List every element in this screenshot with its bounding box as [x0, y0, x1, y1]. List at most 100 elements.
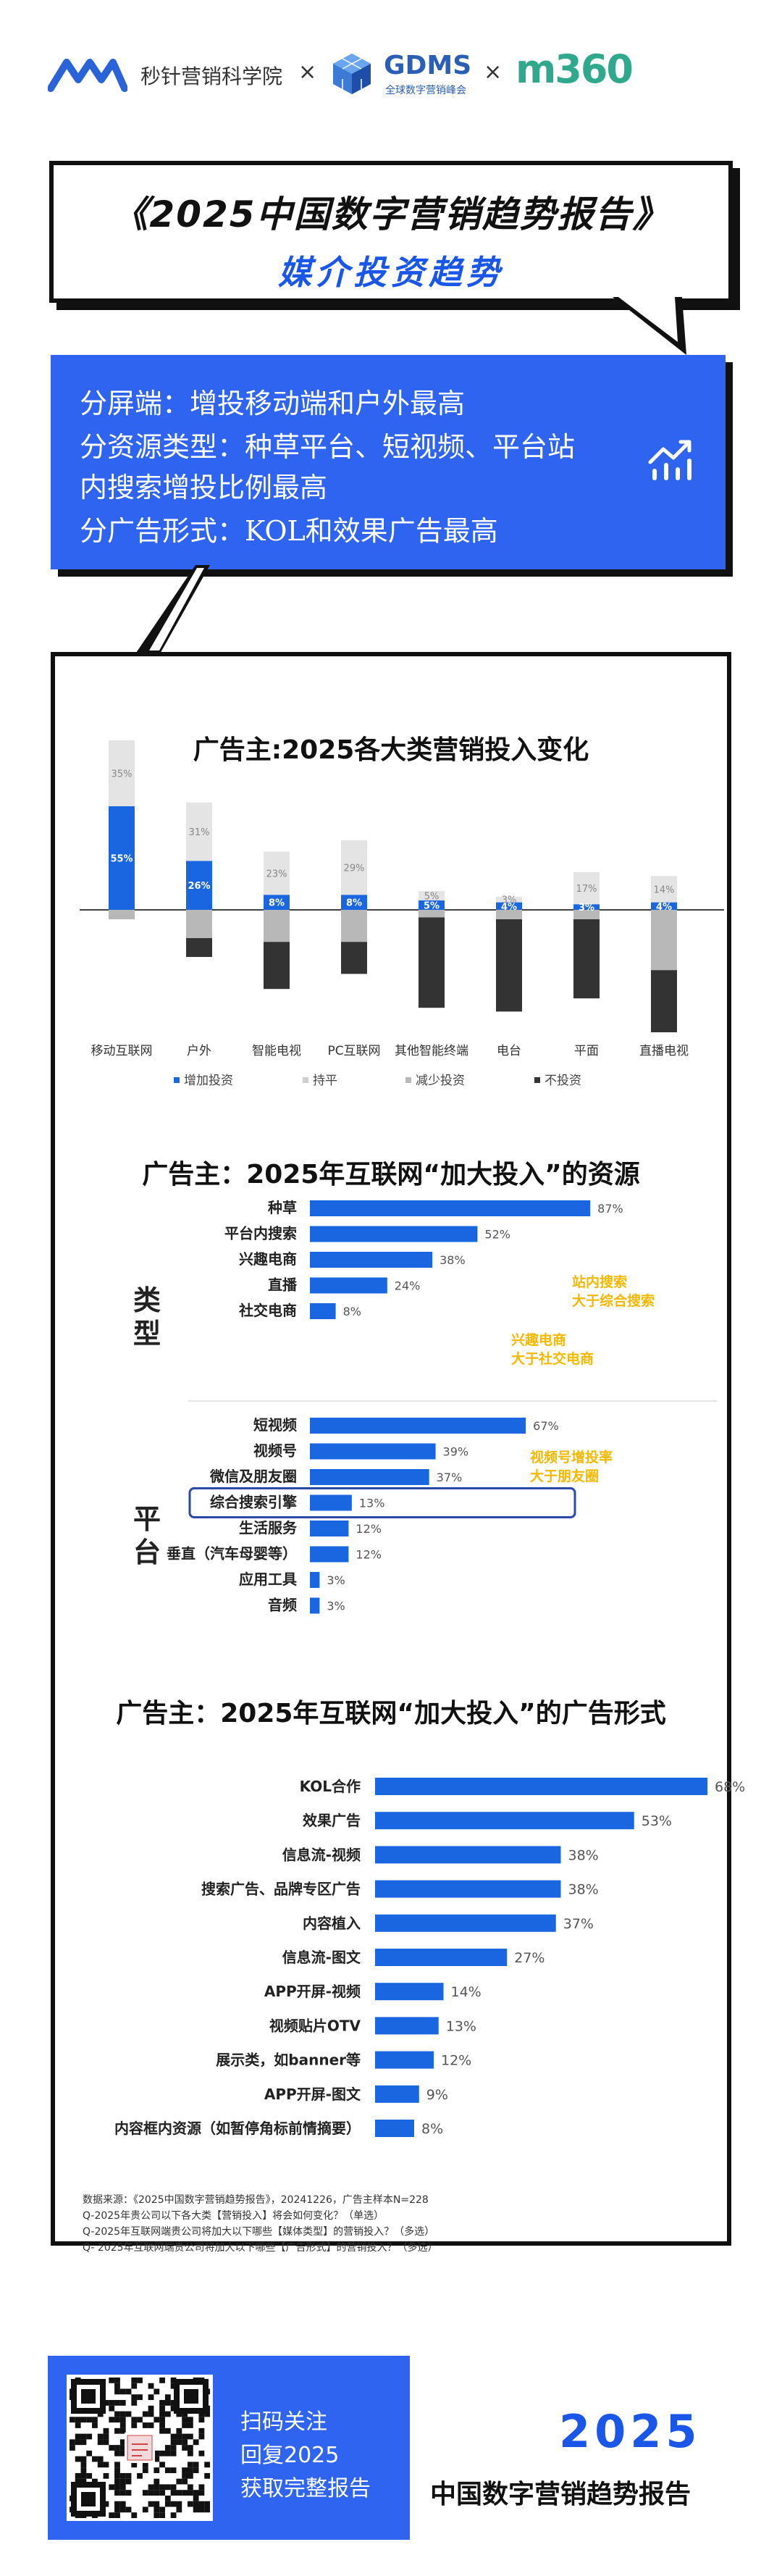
- qr-cell: [159, 2450, 165, 2456]
- qr-cell: [170, 2501, 177, 2507]
- res-value-0-4: 8%: [343, 1305, 361, 1318]
- ad-value-8: 12%: [441, 2053, 471, 2069]
- res-bar-0-3: [310, 1277, 387, 1294]
- qr-cell: [176, 2439, 182, 2446]
- qr-cell: [114, 2501, 120, 2507]
- qr-cell: [109, 2484, 115, 2491]
- res-value-0-1: 52%: [484, 1228, 510, 1242]
- qr-cell: [114, 2378, 120, 2383]
- bar-none-1: [186, 938, 212, 957]
- ad-label-8: 展示类，如banner等: [216, 2052, 361, 2069]
- qr-cell: [176, 2490, 182, 2496]
- page-title: 《2025中国数字营销趋势报告》: [112, 193, 670, 235]
- label-increase-1: 26%: [188, 881, 210, 892]
- qr-cell: [97, 2462, 104, 2468]
- qr-cell: [103, 2439, 109, 2446]
- bar-increase-7: [651, 902, 677, 910]
- qr-cell: [164, 2394, 171, 2401]
- qr-cell: [193, 2490, 199, 2496]
- ad-label-7: 视频贴片OTV: [269, 2017, 361, 2034]
- qr-cell: [75, 2433, 81, 2440]
- qr-cell: [131, 2512, 138, 2519]
- qr-cell: [114, 2472, 120, 2479]
- bar-flat-6: [573, 872, 600, 905]
- res-value-1-5: 12%: [356, 1548, 382, 1562]
- qr-cell: [159, 2411, 165, 2417]
- qr-cell: [154, 2388, 160, 2395]
- qr-cell: [154, 2501, 160, 2507]
- label-flat-0: 35%: [112, 769, 133, 780]
- qr-cell: [170, 2439, 177, 2446]
- qr-cell: [154, 2490, 160, 2496]
- qr-cell: [204, 2472, 211, 2479]
- label-increase-2: 8%: [269, 898, 285, 909]
- qr-cell: [176, 2411, 182, 2417]
- ad-value-2: 38%: [568, 1847, 599, 1863]
- res-label-0-1: 平台内搜索: [224, 1225, 297, 1242]
- legend-swatch-2: [405, 1077, 411, 1083]
- ad-label-1: 效果广告: [303, 1812, 361, 1829]
- label-flat-1: 31%: [189, 827, 210, 838]
- qr-cell: [131, 2422, 138, 2428]
- qr-cell: [109, 2405, 115, 2412]
- qr-cell: [182, 2467, 188, 2473]
- res-value-1-0: 67%: [533, 1419, 559, 1433]
- qr-cell: [154, 2467, 160, 2473]
- ad-bar-9: [375, 2085, 419, 2103]
- qr-cell: [142, 2490, 148, 2496]
- qr-cell: [204, 2501, 211, 2507]
- res-label-0-0: 种草: [267, 1199, 297, 1216]
- qr-cell: [103, 2462, 109, 2468]
- qr-cell: [109, 2445, 115, 2451]
- qr-cell: [114, 2478, 120, 2485]
- qr-cell: [70, 2417, 75, 2423]
- qr-cell: [86, 2433, 93, 2440]
- bar-none-6: [573, 919, 600, 999]
- ad-bar-6: [375, 1983, 444, 2001]
- qr-cell: [154, 2478, 160, 2485]
- summary-box: 分屏端：增投移动端和户外最高 分资源类型：种草平台、短视频、平台站 内搜索增投比…: [51, 355, 726, 569]
- qr-cell: [131, 2417, 138, 2423]
- title-box: 《2025中国数字营销趋势报告》 媒介投资趋势: [49, 161, 733, 303]
- qr-cell: [119, 2450, 126, 2456]
- qr-cell: [176, 2478, 182, 2485]
- qr-cell: [182, 2490, 188, 2496]
- qr-cell: [92, 2456, 98, 2462]
- qr-cell: [170, 2450, 177, 2456]
- qr-cell: [154, 2484, 160, 2491]
- bar-increase-4: [419, 900, 445, 910]
- bar-decrease-4: [419, 910, 445, 918]
- res-bar-1-3: [310, 1494, 352, 1511]
- qr-cell: [187, 2501, 193, 2507]
- bar-none-4: [419, 917, 445, 1008]
- qr-code-icon[interactable]: [67, 2375, 213, 2521]
- qr-cell: [170, 2405, 177, 2412]
- qr-cell: [75, 2439, 81, 2446]
- annotation-2-line2: 大于朋友圈: [530, 1468, 599, 1484]
- qr-cell: [131, 2400, 138, 2406]
- bar-decrease-1: [186, 910, 212, 938]
- qr-line-1: 扫码关注: [240, 2409, 327, 2435]
- bar-flat-0: [109, 740, 135, 806]
- source-line-2: Q-2025年贵公司以下各大类【营销投入】将会如何变化？（单选）: [83, 2210, 384, 2222]
- qr-cell: [193, 2501, 199, 2507]
- qr-cell: [164, 2495, 171, 2501]
- times-sign-2: ×: [484, 59, 503, 85]
- category-label-0: 移动互联网: [91, 1044, 153, 1058]
- qr-cell: [159, 2427, 165, 2434]
- qr-cell: [142, 2422, 148, 2428]
- bar-none-2: [264, 942, 290, 990]
- qr-cell: [170, 2433, 177, 2440]
- qr-cell: [187, 2450, 193, 2456]
- ad-bar-0: [375, 1778, 707, 1795]
- res-bar-0-1: [310, 1226, 478, 1242]
- qr-cell: [114, 2400, 120, 2406]
- legend-label-0: 增加投资: [184, 1074, 233, 1088]
- qr-cell: [103, 2427, 109, 2434]
- source-notes: 数据来源：《2025中国数字营销趋势报告》，20241226，广告主样本N=22…: [83, 2192, 438, 2256]
- qr-cell: [159, 2378, 165, 2383]
- qr-cell: [187, 2467, 193, 2473]
- qr-cell: [193, 2506, 199, 2513]
- qr-cell: [142, 2462, 148, 2468]
- qr-cell: [154, 2450, 160, 2456]
